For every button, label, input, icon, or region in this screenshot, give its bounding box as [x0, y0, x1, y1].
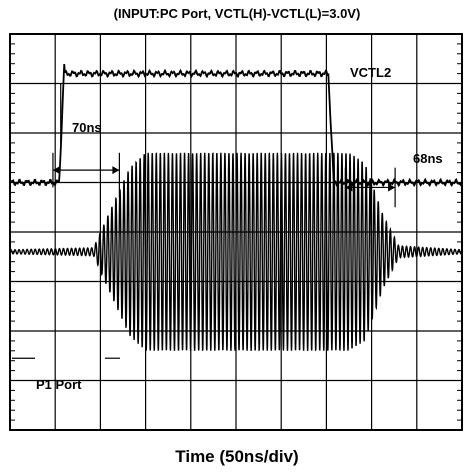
annotation-vctl2-label: VCTL2 [350, 65, 391, 80]
rise-time-arrowhead-right [112, 166, 120, 175]
series-p1-port-trace [9, 152, 463, 352]
annotation-fall-time-label: 68ns [413, 151, 443, 166]
fall-time-arrowhead-left [345, 183, 353, 192]
fall-time-arrowhead-right [388, 183, 396, 192]
series-vctl2-trace [9, 63, 463, 188]
chart-title: (INPUT:PC Port, VCTL(H)-VCTL(L)=3.0V) [113, 6, 361, 21]
annotation-p1-port-label: P1 Port [36, 377, 82, 392]
annotation-rise-time-label: 70ns [72, 120, 102, 135]
traces [9, 63, 463, 352]
rise-time-arrowhead-left [52, 166, 60, 175]
annotations: VCTL2 70ns 68ns P1 Port [12, 65, 443, 392]
x-axis-label: Time (50ns/div) [175, 447, 299, 466]
